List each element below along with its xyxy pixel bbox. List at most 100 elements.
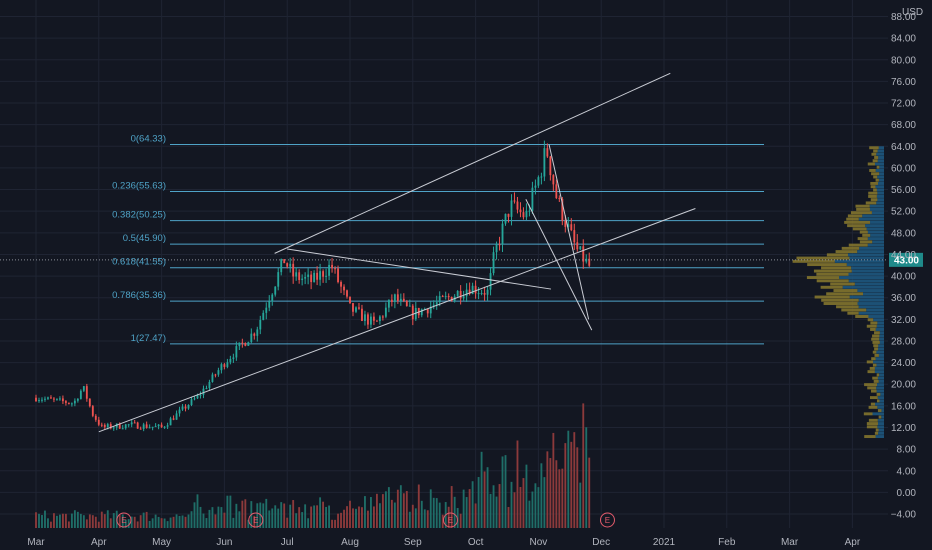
volume-profile-down — [859, 230, 868, 234]
volume-bar — [405, 491, 408, 528]
earnings-marker — [599, 512, 615, 528]
volume-profile-down — [876, 373, 880, 377]
price-tick-label: 76.00 — [891, 77, 916, 88]
candle-body — [154, 426, 157, 428]
volume-profile-up — [877, 383, 884, 387]
price-tick-label: 60.00 — [891, 163, 916, 174]
volume-profile-up — [878, 431, 884, 435]
candle-body — [223, 364, 226, 367]
candle-body — [546, 148, 549, 157]
volume-profile-up — [865, 224, 884, 228]
price-tick-label: −4.00 — [891, 510, 917, 521]
volume-profile-up — [875, 402, 884, 406]
volume-bar — [44, 510, 46, 528]
volume-profile-down — [866, 425, 878, 429]
volume-profile-up — [867, 243, 884, 247]
volume-bar — [38, 513, 40, 528]
volume-profile-down — [867, 162, 875, 166]
candle-body — [301, 278, 304, 280]
volume-profile-up — [858, 305, 884, 309]
candle-body — [220, 364, 223, 371]
time-tick-label: Nov — [530, 537, 548, 548]
volume-bar — [349, 500, 351, 528]
volume-bar — [504, 455, 507, 528]
candle-body — [178, 409, 181, 414]
time-axis[interactable]: Mar Apr May Jun Jul Aug Sep Oct Nov Dec 2021 Feb Mar… — [27, 537, 860, 548]
volume-profile-down — [847, 214, 863, 218]
candle-body — [495, 244, 498, 253]
volume-bar — [35, 512, 37, 528]
time-tick-label: Sep — [404, 537, 422, 548]
volume-bar — [384, 491, 387, 528]
candle-body — [331, 264, 333, 269]
price-axis[interactable]: 88.00 84.00 80.00 76.00 72.00 68.00 64.00 60.00… — [891, 12, 917, 521]
current-price-value: 43.00 — [894, 255, 919, 266]
volume-bar — [346, 506, 348, 528]
volume-profile-down — [870, 402, 876, 406]
volume-profile-up — [877, 347, 884, 351]
volume-profile-down — [836, 305, 859, 309]
volume-bar — [331, 519, 333, 528]
volume-profile-down — [872, 340, 880, 344]
volume-profile-down — [867, 318, 874, 322]
price-tick-label: 52.00 — [891, 207, 916, 218]
volume-profile-up — [876, 194, 884, 198]
candle-body — [136, 422, 139, 429]
volume-profile-down — [870, 321, 878, 325]
volume-profile-up — [881, 409, 884, 413]
volume-profile-down — [821, 266, 852, 270]
trendline-channel-upper — [274, 72, 671, 254]
trendline-wedge-upper — [548, 144, 590, 320]
trendline-wedge-lower — [525, 199, 593, 331]
candle-body — [50, 397, 52, 399]
trendlines[interactable] — [98, 72, 696, 433]
volume-bar — [298, 507, 301, 528]
candle-body — [73, 400, 76, 404]
price-tick-label: 72.00 — [891, 99, 916, 110]
volume-profile-down — [875, 178, 879, 182]
volume-profile-up — [878, 353, 884, 357]
volume-profile-down — [866, 360, 874, 364]
earnings-marker-label: E — [121, 516, 126, 525]
volume-profile-down — [874, 331, 880, 335]
candle-body — [477, 293, 480, 295]
volume-bar — [319, 497, 322, 528]
volume-bar — [151, 518, 154, 528]
candle-body — [214, 374, 217, 376]
volume-bar — [220, 507, 223, 528]
fibonacci-retracement[interactable]: 0(64.33) 0.236(55.63) 0.382(50.25) 0.5(45.9… — [112, 134, 764, 345]
volume-profile-up — [866, 308, 884, 312]
candle-body — [343, 286, 345, 291]
volume-profile-up — [879, 172, 884, 176]
volume-profile-up — [879, 373, 884, 377]
candle-body — [405, 300, 408, 306]
current-price-tag — [889, 252, 923, 267]
volume-bar — [283, 503, 286, 528]
candle-body — [381, 316, 384, 318]
candle-body — [486, 289, 489, 295]
volume-bar — [136, 521, 139, 528]
candle-body — [244, 343, 247, 346]
volume-bar — [426, 510, 429, 528]
volume-bar — [157, 516, 160, 528]
candle-body — [241, 342, 244, 344]
volume-bar — [301, 512, 304, 528]
volume-profile-down — [862, 233, 871, 237]
volume-profile-down — [813, 269, 852, 273]
volume-bar — [492, 485, 495, 528]
price-tick-label: 28.00 — [891, 336, 916, 347]
fib-level-label: 0(64.33) — [131, 134, 166, 145]
volume-bar — [307, 518, 310, 528]
volume-bar — [546, 451, 549, 528]
volume-bar — [441, 514, 444, 528]
volume-profile-down — [814, 295, 850, 299]
candle-body — [438, 296, 441, 303]
candle-body — [127, 424, 130, 426]
volume-bar — [558, 469, 561, 528]
candle-body — [196, 395, 199, 399]
volume-profile-up — [876, 363, 884, 367]
price-tick-label: 64.00 — [891, 142, 916, 153]
volume-profile-up — [878, 344, 884, 348]
